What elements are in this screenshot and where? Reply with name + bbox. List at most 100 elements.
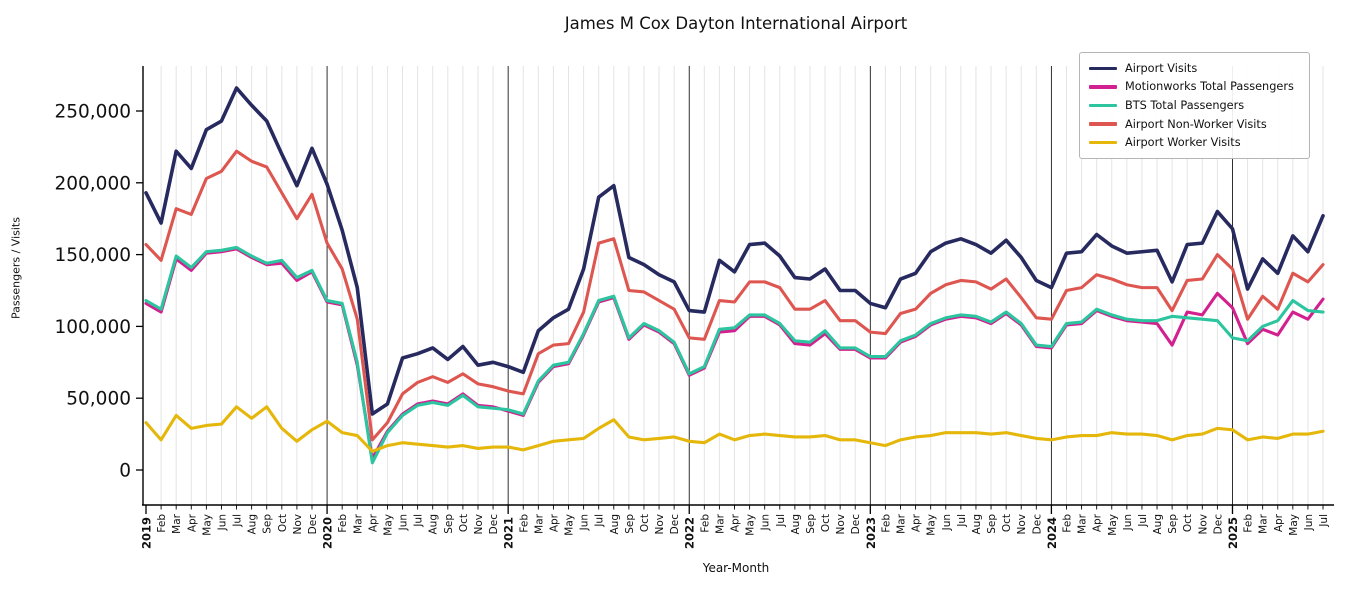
y-tick-label: 150,000 <box>54 245 131 266</box>
legend-item-label: Airport Worker Visits <box>1125 136 1241 150</box>
x-tick-label-month: Feb <box>156 514 168 533</box>
x-tick-label-month: Nov <box>835 514 847 535</box>
x-tick-label-month: Jun <box>1303 514 1315 531</box>
x-tick-label-month: Jul <box>413 514 425 528</box>
x-tick-label-year: 2024 <box>1045 517 1059 549</box>
x-tick-label-month: Feb <box>699 514 711 533</box>
x-tick-label-month: Apr <box>1092 513 1104 532</box>
x-tick-label-month: Mar <box>1258 513 1270 533</box>
x-tick-label-year: 2021 <box>502 517 516 549</box>
chart-title: James M Cox Dayton International Airport <box>564 14 908 33</box>
x-tick-label-month: Jun <box>941 514 953 531</box>
x-tick-label-month: Oct <box>1001 514 1013 532</box>
x-tick-label-month: May <box>382 514 394 536</box>
x-tick-label-year: 2019 <box>140 517 154 549</box>
series-line-bts-total-passengers <box>144 245 1325 465</box>
legend-line-swatch <box>1089 103 1117 108</box>
x-tick-label-month: Mar <box>533 513 545 533</box>
x-tick-label-month: Jul <box>232 514 244 528</box>
legend-line-swatch <box>1089 85 1117 89</box>
x-tick-label-month: Jul <box>1318 514 1330 528</box>
legend-item-airport-visits: Airport Visits <box>1089 59 1300 78</box>
legend-item-motionworks-total-passengers: Motionworks Total Passengers <box>1089 78 1300 97</box>
series-line-airport-worker-visits <box>144 405 1325 453</box>
y-tick-label: 250,000 <box>54 102 131 123</box>
x-tick-label-month: Nov <box>654 514 666 535</box>
x-tick-label-month: Dec <box>1212 514 1224 535</box>
x-tick-label-month: Mar <box>714 513 726 533</box>
x-tick-label-month: Apr <box>1273 513 1285 532</box>
x-tick-label-year: 2022 <box>683 517 697 549</box>
x-tick-label-month: Sep <box>262 514 274 534</box>
x-tick-label-month: Mar <box>352 513 364 533</box>
x-tick-label-month: Sep <box>624 514 636 534</box>
legend-item-label: Motionworks Total Passengers <box>1125 80 1294 94</box>
legend-item-bts-total-passengers: BTS Total Passengers <box>1089 96 1300 115</box>
x-tick-label-month: Jun <box>760 514 772 531</box>
x-tick-label-month: Nov <box>1016 514 1028 535</box>
y-tick-label: 50,000 <box>66 389 131 410</box>
x-tick-label-month: Aug <box>609 514 621 535</box>
legend-item-label: Airport Visits <box>1125 61 1198 75</box>
x-tick-label-month: Jun <box>398 514 410 531</box>
legend-line-swatch <box>1089 140 1117 145</box>
x-tick-label-month: Apr <box>548 513 560 532</box>
legend-item-label: BTS Total Passengers <box>1125 98 1245 112</box>
x-tick-label-month: Apr <box>911 513 923 532</box>
y-tick-label: 0 <box>119 461 131 482</box>
x-tick-label-month: Oct <box>277 514 289 532</box>
x-tick-label-month: Jul <box>594 514 606 528</box>
series-line-airport-visits <box>144 86 1325 416</box>
x-tick-label-month: Feb <box>337 514 349 533</box>
legend-line-swatch <box>1089 66 1117 71</box>
x-tick-label-month: Oct <box>639 514 651 532</box>
x-tick-label-month: Apr <box>186 513 198 532</box>
x-tick-label-month: Aug <box>247 514 259 535</box>
x-tick-label-month: Nov <box>1197 514 1209 535</box>
x-tick-label-month: Sep <box>986 514 998 534</box>
legend-item-airport-worker-visits: Airport Worker Visits <box>1089 133 1300 152</box>
x-tick-label-month: Jun <box>1122 514 1134 531</box>
x-tick-label-month: Sep <box>805 514 817 534</box>
x-tick-label-month: Jul <box>1137 514 1149 528</box>
x-tick-label-month: Dec <box>488 514 500 535</box>
x-tick-label-month: Feb <box>518 514 530 533</box>
x-tick-label-month: Nov <box>473 514 485 535</box>
legend-line-swatch <box>1089 122 1117 126</box>
x-tick-label-month: Oct <box>820 514 832 532</box>
x-tick-label-month: Sep <box>443 514 455 534</box>
x-tick-label-month: Apr <box>367 513 379 532</box>
x-tick-label-month: May <box>1288 514 1300 536</box>
x-tick-label-month: Dec <box>1031 514 1043 535</box>
x-axis-label: Year-Month <box>702 561 770 575</box>
x-tick-label-month: Mar <box>1077 513 1089 533</box>
x-tick-label-month: Aug <box>1152 514 1164 535</box>
x-tick-label-month: Feb <box>880 514 892 533</box>
x-tick-label-month: Oct <box>458 514 470 532</box>
x-tick-label-month: May <box>926 514 938 536</box>
x-tick-label-month: May <box>201 514 213 536</box>
x-tick-label-year: 2025 <box>1226 517 1240 549</box>
x-tick-label-month: Aug <box>428 514 440 535</box>
y-tick-label: 200,000 <box>54 173 131 194</box>
x-tick-label-month: Aug <box>790 514 802 535</box>
x-tick-label-month: Jun <box>579 514 591 531</box>
x-tick-label-month: Apr <box>730 513 742 532</box>
x-tick-label-month: Nov <box>292 514 304 535</box>
x-tick-label-month: Feb <box>1243 514 1255 533</box>
x-tick-label-month: Sep <box>1167 514 1179 534</box>
x-tick-label-year: 2020 <box>321 517 335 549</box>
series-line-airport-non-worker-visits <box>144 149 1325 442</box>
x-tick-label-month: Jul <box>775 514 787 528</box>
x-tick-label-month: Dec <box>850 514 862 535</box>
x-tick-label-month: May <box>564 514 576 536</box>
x-tick-label-month: Oct <box>1182 514 1194 532</box>
x-tick-label-month: Feb <box>1061 514 1073 533</box>
x-tick-label-month: May <box>745 514 757 536</box>
x-tick-label-month: May <box>1107 514 1119 536</box>
x-tick-label-month: Jun <box>216 514 228 531</box>
x-tick-label-month: Mar <box>171 513 183 533</box>
x-tick-label-month: Aug <box>971 514 983 535</box>
